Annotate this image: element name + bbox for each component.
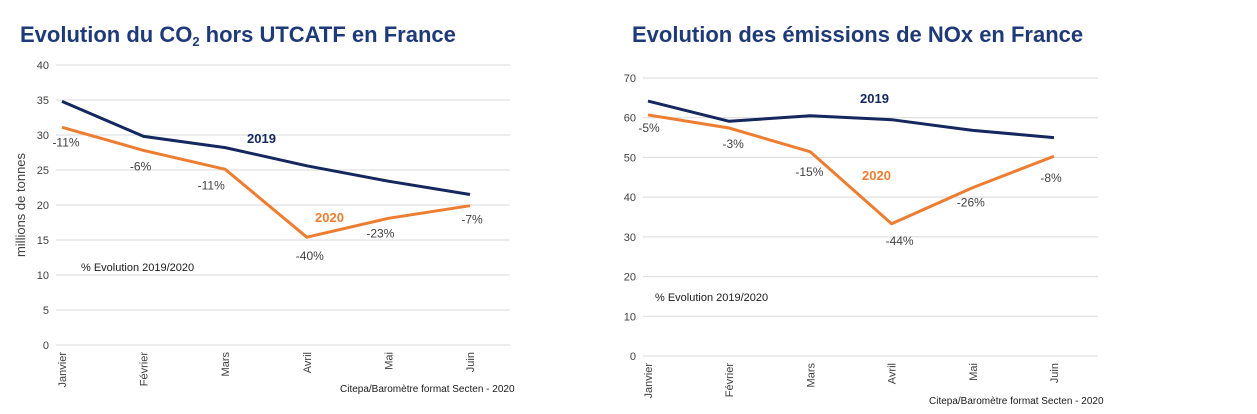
y-tick-label: 10 — [624, 311, 636, 323]
y-tick-label: 0 — [43, 340, 49, 352]
series-label-2020: 2020 — [862, 168, 891, 183]
data-label: -5% — [638, 121, 660, 135]
x-tick-label: Janvier — [643, 363, 655, 399]
x-tick-label: Janvier — [57, 352, 69, 388]
x-tick-label: Mai — [383, 352, 395, 370]
series-label-2019: 2019 — [860, 91, 889, 106]
y-tick-label: 25 — [37, 165, 49, 177]
data-label: -7% — [461, 213, 483, 227]
x-tick-label: Février — [724, 363, 736, 398]
y-tick-label: 30 — [37, 130, 49, 142]
source-note: Citepa/Baromètre format Secten - 2020 — [929, 396, 1104, 407]
data-label: -40% — [296, 249, 324, 263]
x-tick-label: Avril — [302, 352, 314, 373]
x-tick-label: Mars — [220, 352, 232, 377]
data-label: -44% — [886, 234, 914, 248]
x-tick-label: Février — [139, 352, 151, 387]
y-tick-label: 40 — [624, 192, 636, 204]
data-label: -23% — [366, 226, 394, 240]
y-tick-label: 15 — [37, 235, 49, 247]
x-tick-label: Juin — [465, 352, 477, 372]
y-tick-label: 0 — [630, 351, 636, 363]
source-note: Citepa/Baromètre format Secten - 2020 — [340, 384, 515, 395]
data-label: -11% — [198, 178, 225, 192]
co2-chart-title: Evolution du CO2 hors UTCATF en France — [20, 22, 456, 49]
data-label: -3% — [723, 137, 745, 151]
data-label: -11% — [52, 135, 79, 149]
evolution-annotation: % Evolution 2019/2020 — [655, 292, 768, 304]
series-line-2019 — [647, 99, 1055, 140]
data-label: -26% — [957, 196, 985, 210]
y-tick-label: 20 — [37, 200, 49, 212]
y-tick-label: 70 — [624, 73, 636, 85]
y-tick-label: 30 — [624, 232, 636, 244]
y-tick-label: 40 — [37, 60, 49, 72]
x-tick-label: Mai — [968, 363, 980, 381]
data-label: -6% — [130, 159, 152, 173]
series-label-2019: 2019 — [247, 131, 276, 146]
evolution-annotation: % Evolution 2019/2020 — [81, 262, 194, 274]
co2-line-chart: 0 5 10 15 20 25 30 35 40 millions de tonnes Janvie… — [13, 60, 515, 395]
y-tick-label: 5 — [43, 305, 49, 317]
series-line-2020 — [647, 113, 1055, 226]
data-label: -8% — [1040, 171, 1062, 185]
nox-line-chart: 010203040506070milliers de tonnesJanvier… — [624, 73, 1104, 407]
x-tick-label: Mars — [805, 363, 817, 388]
y-tick-label: 35 — [37, 95, 49, 107]
y-tick-label: 20 — [624, 272, 636, 284]
x-tick-label: Avril — [887, 363, 899, 384]
y-tick-label: 60 — [624, 113, 636, 125]
y-axis-label: millions de tonnes — [13, 152, 28, 257]
series-line-2020 — [61, 125, 471, 239]
x-tick-label: Juin — [1049, 363, 1061, 383]
y-tick-label: 50 — [624, 152, 636, 164]
series-label-2020: 2020 — [315, 210, 344, 225]
series-line-2019 — [61, 100, 471, 196]
data-label: -15% — [795, 165, 823, 179]
nox-chart-title: Evolution des émissions de NOx en France — [632, 22, 1084, 47]
y-tick-label: 10 — [37, 270, 49, 282]
